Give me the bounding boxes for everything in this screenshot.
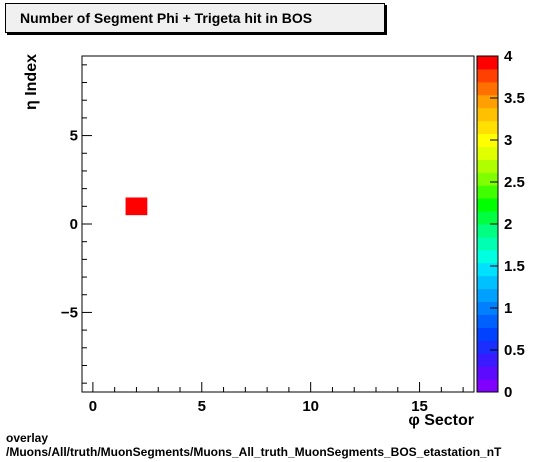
palette-tick-label: 3.5 <box>504 90 525 107</box>
palette-swatch <box>477 107 498 122</box>
palette-swatch <box>477 198 498 212</box>
palette-swatch <box>477 133 498 147</box>
x-tick-label: 10 <box>302 398 319 415</box>
palette-tick-label: 2.5 <box>504 174 525 191</box>
palette-swatch <box>477 275 498 290</box>
palette-tick-label: 0.5 <box>504 342 525 359</box>
palette-swatch <box>477 249 498 264</box>
palette-swatch <box>477 56 498 70</box>
palette-tick-label: 3 <box>504 132 512 149</box>
x-tick-label: 15 <box>411 398 428 415</box>
palette-swatch <box>477 327 498 341</box>
palette-swatch <box>477 211 498 225</box>
palette-swatch <box>477 379 498 393</box>
y-tick-label: −5 <box>61 304 78 321</box>
palette-swatch <box>477 185 498 199</box>
palette-swatch <box>477 94 498 109</box>
plot-frame <box>81 55 475 393</box>
palette-swatch <box>477 172 498 186</box>
palette-tick-label: 2 <box>504 216 512 233</box>
palette-swatch <box>477 288 498 303</box>
palette-swatch <box>477 262 498 277</box>
palette-tick-label: 4 <box>504 48 513 65</box>
palette-swatch <box>477 224 498 238</box>
palette-swatch <box>477 120 498 135</box>
x-axis-label: φ Sector <box>408 412 474 429</box>
y-axis-label: η Index <box>23 54 40 110</box>
palette-swatch <box>477 236 498 251</box>
chart-title-box: Number of Segment Phi + Trigeta hit in B… <box>5 3 385 33</box>
x-tick-label: 5 <box>198 398 206 415</box>
palette-tick-label: 0 <box>504 384 512 401</box>
palette-tick-label: 1 <box>504 300 512 317</box>
palette-swatch <box>477 340 498 354</box>
palette-swatch <box>477 159 498 173</box>
heatmap-cell <box>125 197 148 216</box>
palette-swatch <box>477 146 498 160</box>
palette-swatch <box>477 68 498 83</box>
footer-path-label: /Muons/All/truth/MuonSegments/Muons_All_… <box>6 445 502 459</box>
footer-overlay-label: overlay <box>6 431 49 445</box>
palette-swatch <box>477 81 498 96</box>
palette-swatch <box>477 353 498 367</box>
y-tick-label: 0 <box>70 216 78 233</box>
chart-title: Number of Segment Phi + Trigeta hit in B… <box>20 10 313 26</box>
x-tick-label: 0 <box>89 398 97 415</box>
palette-swatch <box>477 301 498 315</box>
palette-swatch <box>477 366 498 380</box>
palette-tick-label: 1.5 <box>504 258 525 275</box>
y-tick-label: 5 <box>70 128 78 145</box>
palette-swatch <box>477 314 498 328</box>
